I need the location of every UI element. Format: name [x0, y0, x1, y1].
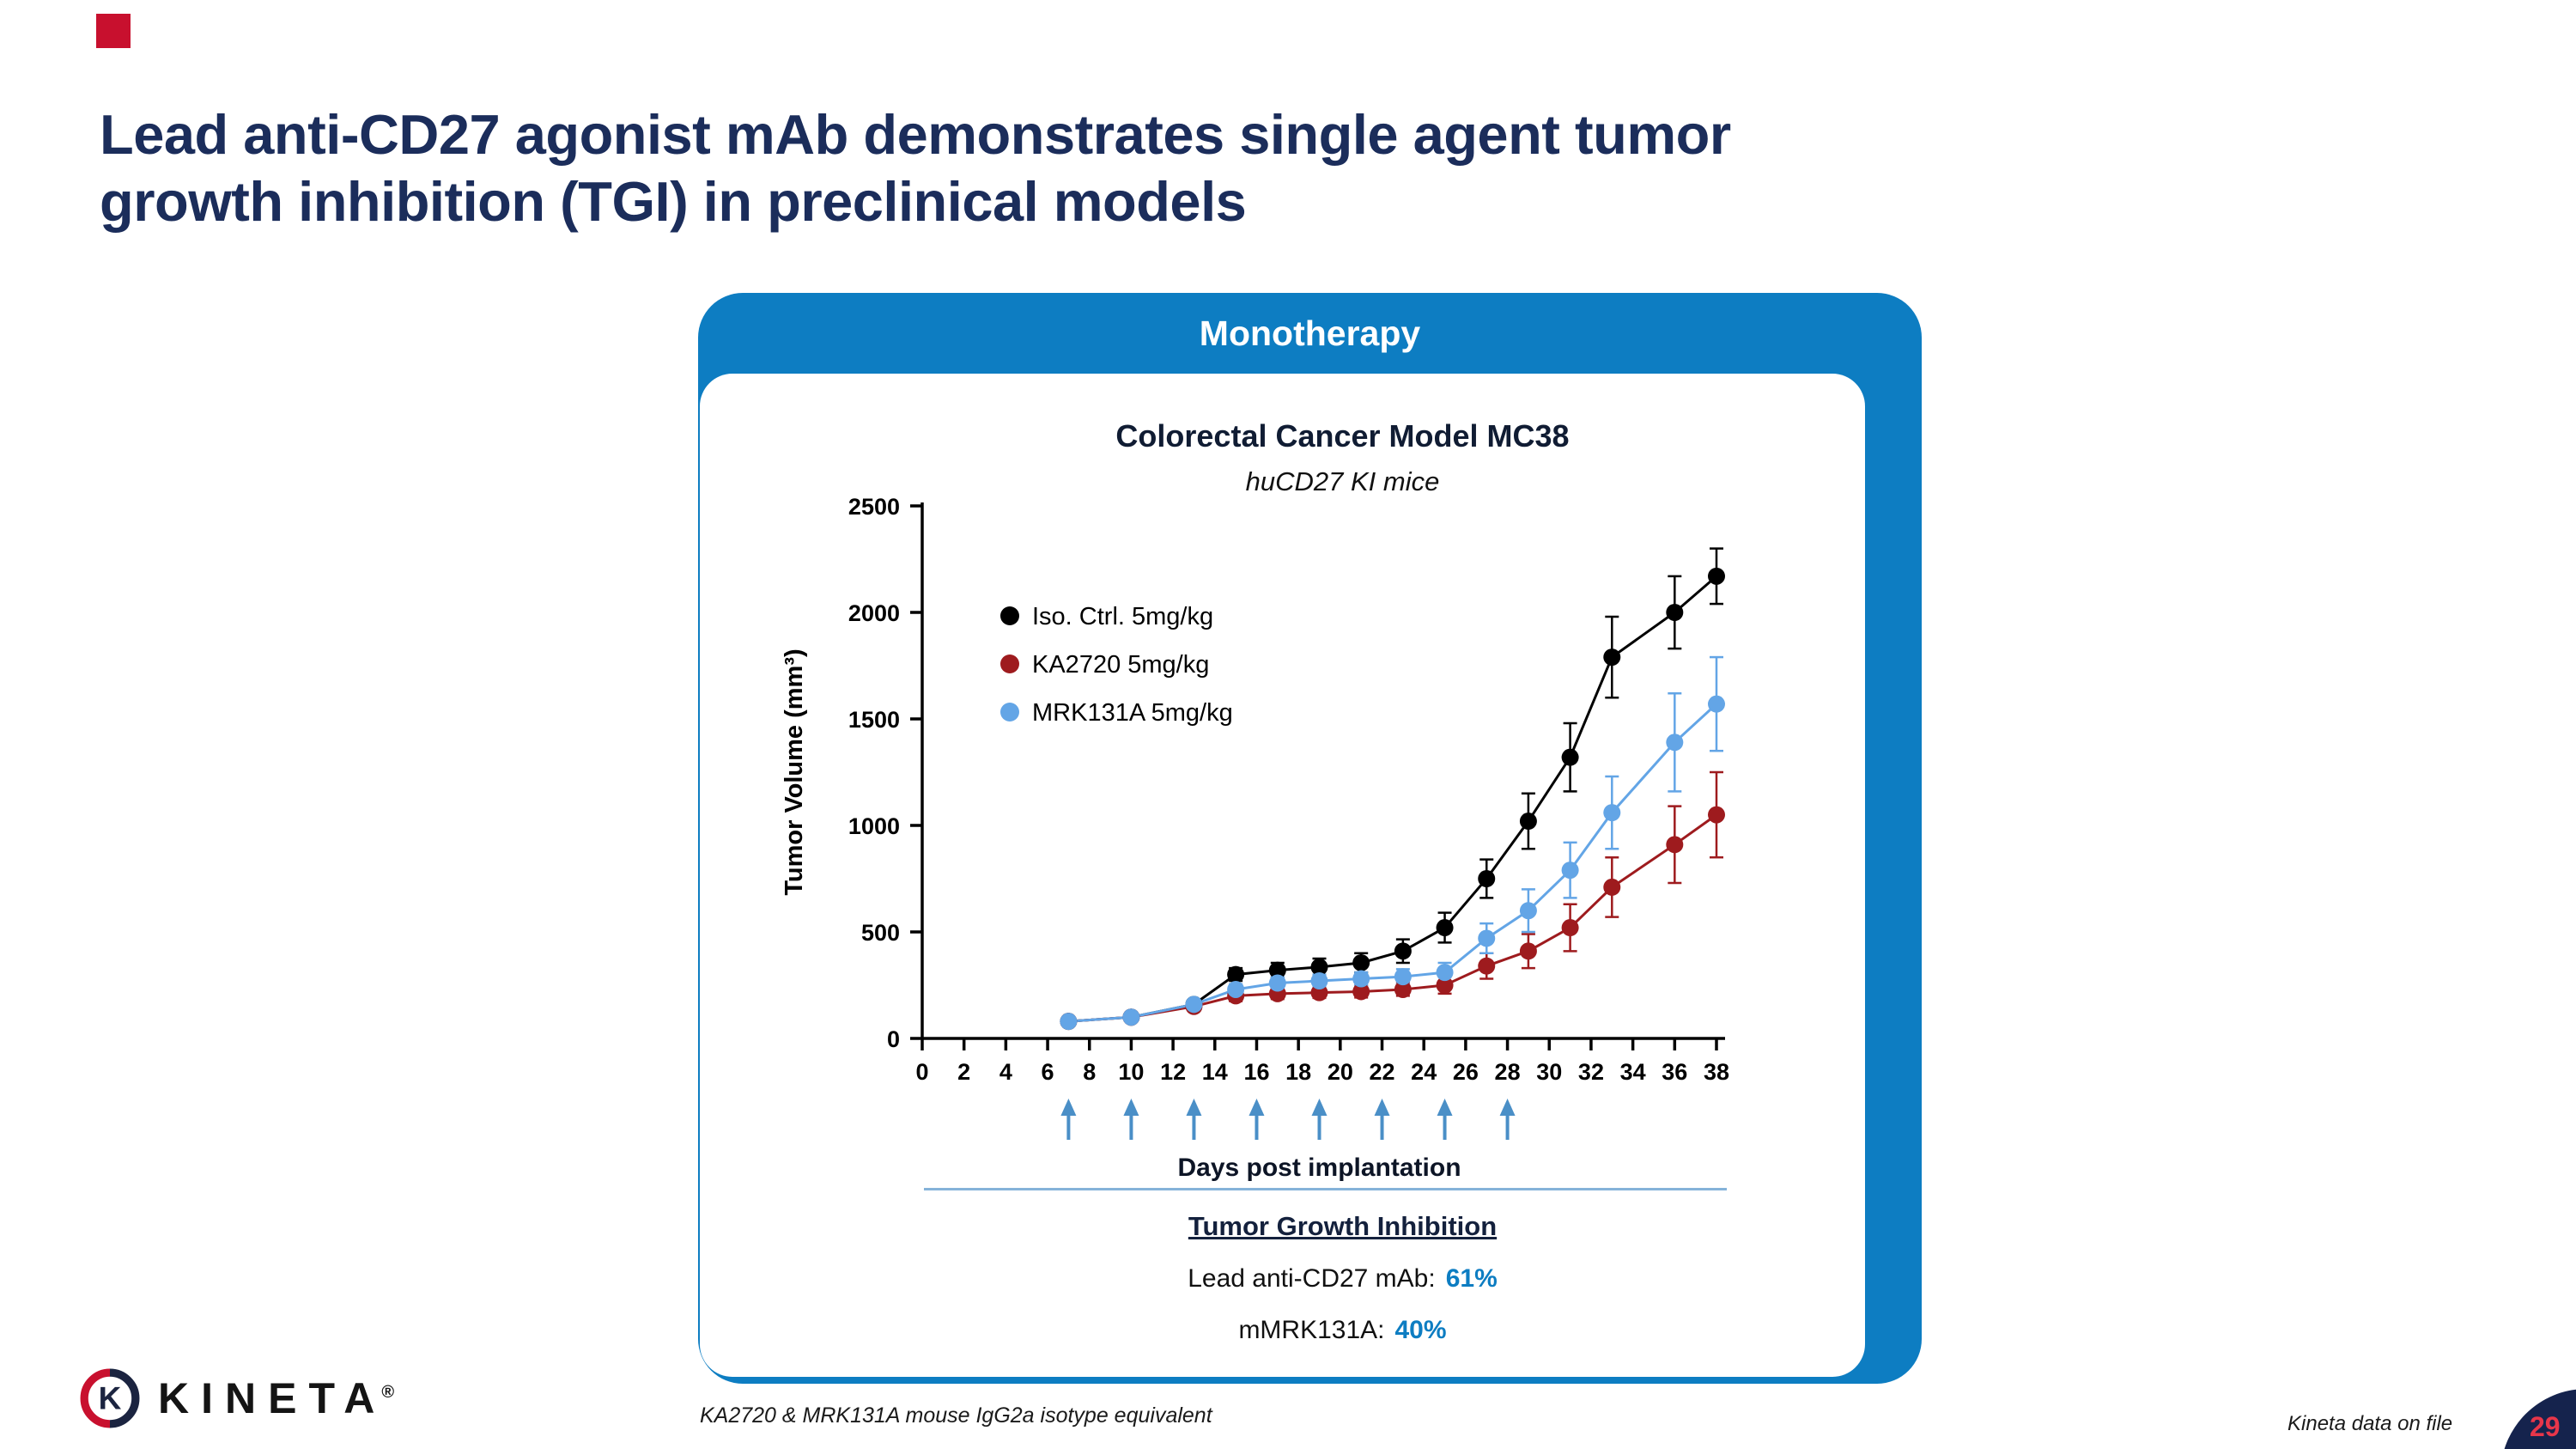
svg-text:0: 0	[915, 1059, 928, 1085]
brand-accent-square	[96, 14, 131, 48]
kineta-logo-text: KINETA®	[158, 1373, 394, 1423]
svg-text:6: 6	[1041, 1059, 1054, 1085]
svg-text:14: 14	[1201, 1059, 1227, 1085]
svg-text:36: 36	[1662, 1059, 1687, 1085]
svg-text:2500: 2500	[848, 497, 899, 520]
svg-text:26: 26	[1452, 1059, 1478, 1085]
svg-text:28: 28	[1494, 1059, 1520, 1085]
tgi-label: Lead anti-CD27 mAb:	[1188, 1264, 1436, 1293]
svg-text:32: 32	[1577, 1059, 1603, 1085]
page-number-badge: 29	[2500, 1389, 2576, 1449]
tgi-value: 40%	[1394, 1316, 1447, 1344]
svg-text:Iso. Ctrl. 5mg/kg: Iso. Ctrl. 5mg/kg	[1032, 603, 1213, 630]
footnote: KA2720 & MRK131A mouse IgG2a isotype equ…	[700, 1403, 1212, 1428]
panel-header-label: Monotherapy	[1199, 313, 1421, 353]
svg-text:12: 12	[1160, 1059, 1186, 1085]
panel-header: Monotherapy	[698, 293, 1922, 374]
svg-text:2: 2	[957, 1059, 970, 1085]
footer-attribution: Kineta data on file	[2287, 1412, 2453, 1435]
svg-text:38: 38	[1703, 1059, 1728, 1085]
svg-text:K: K	[99, 1379, 122, 1416]
svg-text:30: 30	[1536, 1059, 1562, 1085]
svg-text:18: 18	[1285, 1059, 1311, 1085]
page-title-line1: Lead anti-CD27 agonist mAb demonstrates …	[100, 103, 1731, 166]
page-title-line2: growth inhibition (TGI) in preclinical m…	[100, 170, 1247, 233]
registered-mark: ®	[381, 1383, 395, 1403]
chart-subtitle: huCD27 KI mice	[1245, 466, 1440, 496]
svg-text:24: 24	[1411, 1059, 1437, 1085]
svg-text:Tumor Volume (mm³): Tumor Volume (mm³)	[781, 648, 808, 895]
tgi-heading: Tumor Growth Inhibition	[1188, 1211, 1498, 1241]
svg-text:KA2720 5mg/kg: KA2720 5mg/kg	[1032, 651, 1209, 679]
svg-text:1500: 1500	[848, 707, 899, 733]
svg-text:500: 500	[860, 920, 899, 946]
svg-text:Days post implantation: Days post implantation	[1177, 1154, 1461, 1182]
svg-text:34: 34	[1619, 1059, 1645, 1085]
svg-text:1000: 1000	[848, 813, 899, 839]
svg-text:0: 0	[886, 1026, 899, 1052]
svg-text:MRK131A 5mg/kg: MRK131A 5mg/kg	[1032, 699, 1233, 727]
kineta-logo-icon: K	[80, 1368, 140, 1428]
tgi-row-mmrk131a: mMRK131A: 40%	[760, 1316, 1865, 1345]
svg-text:10: 10	[1118, 1059, 1144, 1085]
page-number: 29	[2530, 1411, 2561, 1442]
tgi-value: 61%	[1445, 1264, 1498, 1293]
page-title: Lead anti-CD27 agonist mAb demonstrates …	[100, 101, 2418, 235]
svg-text:8: 8	[1083, 1059, 1096, 1085]
tgi-row-lead-mab: Lead anti-CD27 mAb: 61%	[760, 1264, 1865, 1294]
svg-text:22: 22	[1369, 1059, 1394, 1085]
chart-title: Colorectal Cancer Model MC38	[1115, 418, 1570, 454]
svg-text:20: 20	[1327, 1059, 1352, 1085]
panel-body: Colorectal Cancer Model MC38 huCD27 KI m…	[700, 374, 1865, 1377]
tgi-label: mMRK131A:	[1238, 1316, 1385, 1344]
kineta-wordmark: KINETA	[158, 1374, 387, 1422]
divider-line	[924, 1188, 1727, 1190]
svg-text:2000: 2000	[848, 600, 899, 626]
svg-text:16: 16	[1243, 1059, 1269, 1085]
svg-text:4: 4	[999, 1059, 1012, 1085]
kineta-logo: K KINETA®	[79, 1367, 394, 1429]
monotherapy-panel: Monotherapy Colorectal Cancer Model MC38…	[698, 293, 1922, 1384]
